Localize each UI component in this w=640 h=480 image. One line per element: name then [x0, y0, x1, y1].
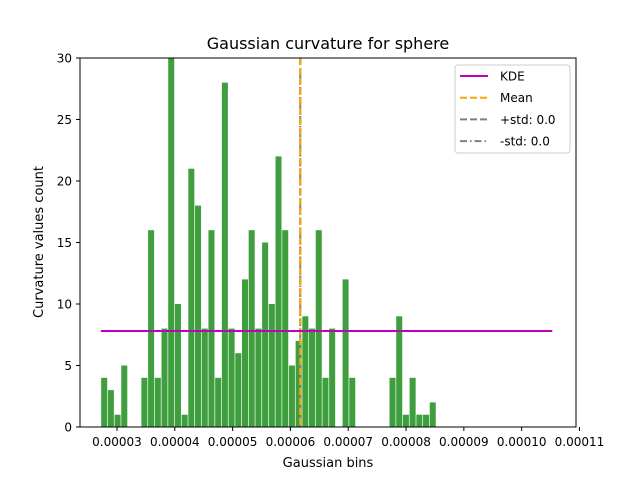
histogram-bar [241, 279, 249, 427]
legend-label: +std: 0.0 [500, 113, 556, 127]
histogram-bar [235, 353, 242, 427]
histogram-bar [315, 230, 322, 427]
histogram-bar [188, 168, 195, 427]
histogram-bar [322, 377, 329, 427]
histogram-bar [288, 365, 295, 427]
y-tick-label: 15 [57, 236, 72, 250]
histogram-bar [248, 230, 255, 427]
histogram-bar [329, 328, 336, 427]
histogram-bar [154, 377, 161, 427]
histogram-bar [262, 242, 269, 427]
histogram-bar [208, 230, 215, 427]
histogram-bar [221, 82, 228, 427]
overlay-lines [100, 58, 553, 427]
histogram-bar [168, 58, 175, 427]
histogram-bar [309, 328, 316, 427]
x-tick-label: 0.00010 [497, 435, 547, 449]
x-tick-label: 0.00007 [323, 435, 373, 449]
histogram-bar [389, 377, 396, 427]
histogram-bar [201, 328, 208, 427]
bars-group [101, 58, 436, 427]
x-axis: 0.00003 0.00004 0.00005 0.00006 0.00007 0.000… [92, 427, 604, 449]
y-tick-label: 0 [64, 421, 72, 435]
y-axis: 0 5 10 15 20 25 30 [57, 52, 80, 435]
chart-title: Gaussian curvature for sphere [207, 34, 449, 53]
x-tick-label: 0.00011 [555, 435, 605, 449]
y-tick-label: 5 [64, 359, 72, 373]
histogram-bar [302, 316, 309, 427]
histogram-bar [148, 230, 155, 427]
histogram-bar [195, 205, 202, 427]
histogram-bar [181, 414, 188, 427]
histogram-bar [349, 377, 356, 427]
histogram-bar [255, 328, 262, 427]
histogram-bar [114, 414, 121, 427]
histogram-bar [295, 340, 302, 427]
histogram-bar [429, 402, 436, 427]
histogram-bar [342, 279, 349, 427]
y-axis-label: Curvature values count [32, 166, 47, 318]
legend-label: KDE [500, 70, 525, 84]
histogram-bar [141, 377, 148, 427]
histogram-bar [121, 365, 128, 427]
y-tick-label: 30 [57, 52, 72, 66]
histogram-bar [107, 390, 114, 427]
legend-box [454, 64, 571, 154]
histogram-bar [161, 328, 168, 427]
histogram-bar [174, 304, 181, 427]
histogram-bar [228, 328, 235, 427]
x-tick-label: 0.00008 [381, 435, 431, 449]
histogram-bar [101, 377, 108, 427]
x-tick-label: 0.00009 [439, 435, 489, 449]
y-tick-label: 25 [57, 113, 72, 127]
histogram-bar [423, 414, 430, 427]
x-tick-label: 0.00006 [266, 435, 316, 449]
histogram-bar [282, 230, 289, 427]
x-tick-label: 0.00004 [150, 435, 200, 449]
legend-label: -std: 0.0 [500, 135, 550, 149]
legend-label: Mean [500, 91, 533, 105]
x-tick-label: 0.00005 [208, 435, 258, 449]
x-axis-label: Gaussian bins [283, 456, 374, 471]
histogram-bar [402, 414, 409, 427]
y-tick-label: 20 [57, 175, 72, 189]
histogram-bar [396, 316, 403, 427]
x-tick-label: 0.00003 [92, 435, 142, 449]
histogram-bar [268, 304, 275, 427]
histogram-bar [275, 156, 282, 427]
y-tick-label: 10 [57, 298, 72, 312]
histogram-bar [215, 377, 222, 427]
histogram-bar [409, 377, 416, 427]
histogram-bar [416, 414, 423, 427]
legend: KDE Mean +std: 0.0 -std: 0.0 [454, 64, 571, 154]
